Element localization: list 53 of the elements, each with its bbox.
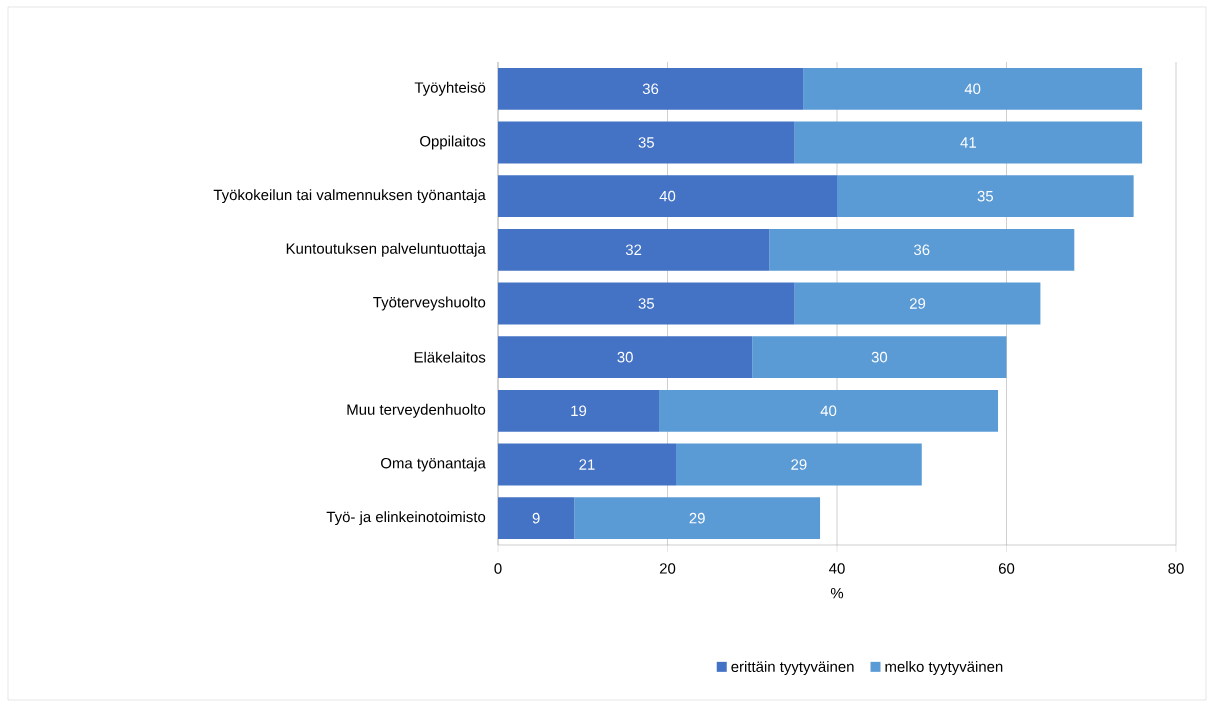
bar [574, 497, 821, 540]
data-label: 29 [791, 459, 807, 470]
data-label: 32 [625, 244, 642, 256]
y-tick-label: Eläkelaitos [414, 351, 486, 363]
y-tick-label: Työterveyshuolto [373, 296, 486, 311]
bar [659, 389, 999, 432]
bar [498, 389, 660, 432]
data-label: 30 [871, 351, 888, 363]
x-tick-label: 60 [998, 563, 1015, 574]
y-tick-label: Oma työnantaja [381, 457, 486, 472]
y-tick-label: Työ- ja elinkeinotoimisto [326, 511, 486, 526]
bar [498, 228, 770, 271]
legend-label: melko tyytyväinen [885, 661, 1003, 675]
legend-label: erittäin tyytyväinen [731, 661, 854, 675]
data-label: 41 [960, 137, 976, 148]
bar [498, 336, 753, 379]
data-label: 29 [909, 298, 926, 309]
data-label: 29 [689, 512, 705, 524]
bar [794, 282, 1041, 325]
bar [803, 67, 1143, 110]
x-tick-label: 20 [659, 563, 676, 574]
y-tick-label: Oppilaitos [420, 135, 486, 150]
data-label: 35 [977, 190, 994, 202]
bar [498, 121, 795, 164]
data-label: 30 [617, 351, 633, 363]
data-label: 36 [914, 244, 930, 256]
bar [794, 121, 1143, 164]
x-tick-label: 80 [1168, 563, 1184, 574]
bar [769, 228, 1075, 271]
bar [837, 175, 1134, 218]
y-tick-label: Työkokeilun tai valmennuksen työnantaja [213, 189, 486, 204]
bar [675, 443, 922, 486]
data-label: 40 [659, 190, 676, 202]
x-tick-label: 40 [829, 563, 845, 574]
y-tick-label: Muu terveydenhuolto [347, 403, 486, 418]
bar [498, 67, 804, 110]
bar [752, 336, 1007, 379]
bar [498, 282, 795, 325]
bar [498, 175, 838, 218]
data-label: 19 [571, 405, 587, 417]
data-label: 9 [532, 512, 540, 524]
data-label: 35 [638, 298, 655, 309]
data-label: 21 [579, 459, 595, 470]
data-label: 40 [820, 405, 837, 417]
x-tick-label: 0 [494, 563, 502, 574]
data-label: 36 [642, 83, 659, 95]
x-axis-title: % [830, 587, 844, 599]
data-label: 40 [964, 83, 981, 95]
y-tick-label: Työyhteisö [414, 81, 486, 96]
bar [498, 497, 575, 540]
y-tick-label: Kuntoutuksen palveluntuottaja [286, 242, 486, 257]
data-label: 35 [638, 137, 655, 148]
bar [498, 443, 676, 486]
